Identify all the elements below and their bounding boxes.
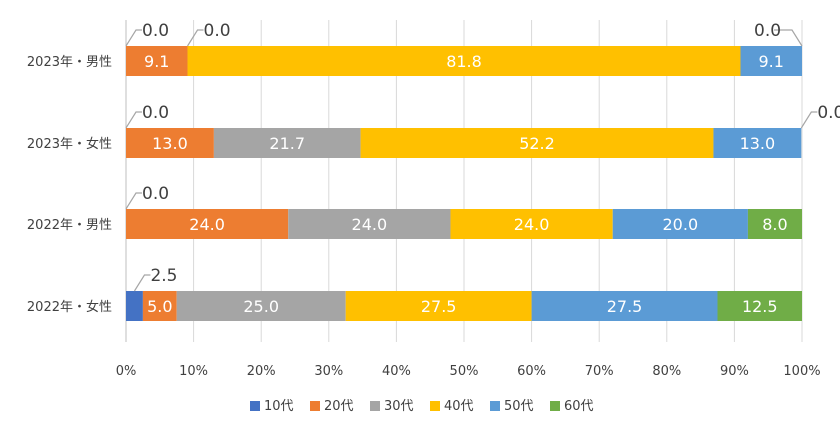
leader-line xyxy=(125,111,142,129)
leader-line xyxy=(800,111,818,129)
leader-line xyxy=(133,274,151,292)
data-label: 24.0 xyxy=(514,215,550,234)
bar-segment xyxy=(176,291,346,321)
leader-line xyxy=(125,29,142,47)
x-tick-label: 40% xyxy=(382,364,411,379)
bar-segment xyxy=(126,291,143,321)
data-label: 24.0 xyxy=(189,215,225,234)
x-tick-label: 0% xyxy=(116,364,137,379)
x-tick-label: 30% xyxy=(314,364,343,379)
data-label: 0.0 xyxy=(754,21,781,41)
data-label: 21.7 xyxy=(269,134,305,153)
category-label: 2023年・女性 xyxy=(27,136,112,152)
data-label: 2.5 xyxy=(150,266,177,286)
data-label: 52.2 xyxy=(519,134,555,153)
data-label: 0.0 xyxy=(142,184,169,204)
data-label: 0.0 xyxy=(142,21,169,41)
leader-line xyxy=(774,29,803,47)
legend-label: 20代 xyxy=(324,399,354,414)
data-label: 13.0 xyxy=(740,134,776,153)
data-label: 27.5 xyxy=(607,297,643,316)
legend-label: 60代 xyxy=(564,399,594,414)
legend-swatch xyxy=(250,401,260,411)
data-label: 27.5 xyxy=(421,297,457,316)
x-tick-label: 90% xyxy=(720,364,749,379)
x-tick-label: 80% xyxy=(652,364,681,379)
data-label: 81.8 xyxy=(446,52,482,71)
legend-swatch xyxy=(310,401,320,411)
bar-segment xyxy=(142,291,177,321)
legend-swatch xyxy=(550,401,560,411)
bar-segment xyxy=(713,128,802,158)
data-label: 9.1 xyxy=(144,52,169,71)
x-tick-label: 100% xyxy=(783,364,820,379)
data-label: 8.0 xyxy=(762,215,787,234)
data-label: 0.0 xyxy=(142,103,169,123)
legend-swatch xyxy=(370,401,380,411)
bar-segment xyxy=(187,46,741,76)
data-label: 9.1 xyxy=(759,52,784,71)
legend-label: 40代 xyxy=(444,399,474,414)
legend-label: 50代 xyxy=(504,399,534,414)
category-label: 2022年・女性 xyxy=(27,299,112,315)
bar-segment xyxy=(126,209,289,239)
data-label: 25.0 xyxy=(243,297,279,316)
legend-swatch xyxy=(430,401,440,411)
bar-segment xyxy=(213,128,361,158)
bar-segment xyxy=(740,46,802,76)
data-label: 13.0 xyxy=(152,134,188,153)
x-tick-label: 20% xyxy=(247,364,276,379)
bar-segment xyxy=(288,209,451,239)
bar-segment xyxy=(345,291,532,321)
bar-segment xyxy=(717,291,802,321)
data-label: 12.5 xyxy=(742,297,778,316)
bar-segment xyxy=(747,209,802,239)
data-label: 0.0 xyxy=(204,21,231,41)
bar-segment xyxy=(126,128,214,158)
data-label: 0.0 xyxy=(817,103,840,123)
leader-line xyxy=(187,29,204,47)
legend-label: 30代 xyxy=(384,399,414,414)
bar-segment xyxy=(531,291,718,321)
category-label: 2023年・男性 xyxy=(27,55,112,70)
x-tick-label: 70% xyxy=(585,364,614,379)
bar-segment xyxy=(360,128,714,158)
x-tick-label: 10% xyxy=(179,364,208,379)
bar-segment xyxy=(126,46,188,76)
data-label: 24.0 xyxy=(352,215,388,234)
bar-segment xyxy=(450,209,613,239)
legend-swatch xyxy=(490,401,500,411)
data-label: 20.0 xyxy=(663,215,699,234)
x-tick-label: 60% xyxy=(517,364,546,379)
leader-line xyxy=(125,192,142,210)
x-tick-label: 50% xyxy=(450,364,479,379)
category-label: 2022年・男性 xyxy=(27,218,112,233)
bar-segment xyxy=(612,209,748,239)
legend-label: 10代 xyxy=(264,399,294,414)
data-label: 5.0 xyxy=(147,297,172,316)
